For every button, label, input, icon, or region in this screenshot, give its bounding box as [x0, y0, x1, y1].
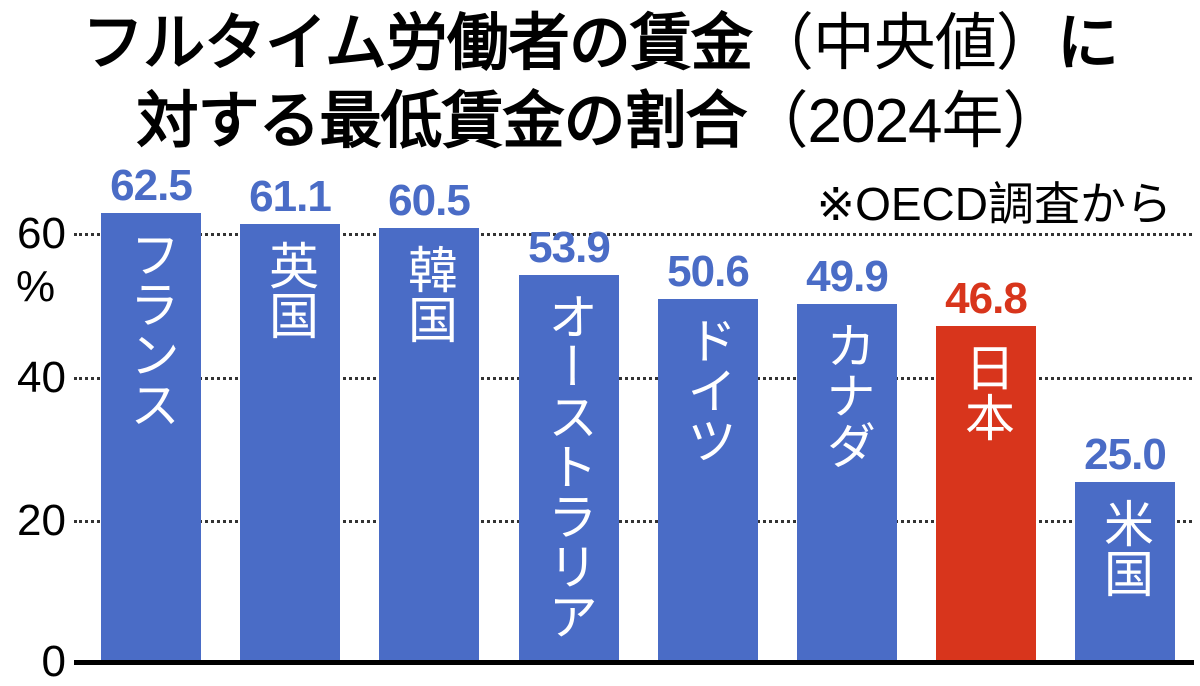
title-tail: に — [1056, 6, 1119, 79]
ytick-0: 0 — [41, 637, 66, 686]
bar-label: 米国 — [1096, 498, 1154, 598]
bar-value: 50.6 — [667, 247, 750, 296]
bar-label: 韓国 — [400, 244, 458, 344]
ytick-20: 20 — [17, 496, 66, 545]
bar-label: ドイツ — [679, 315, 737, 465]
bar: 韓国 — [379, 228, 479, 661]
bar: オーストラリア — [519, 275, 619, 661]
title-text: 対する最低賃金の割合 — [136, 84, 748, 157]
bar: 英国 — [240, 224, 340, 661]
title-text: フルタイム労働者の賃金 — [82, 6, 753, 79]
bar: 日本 — [936, 326, 1036, 661]
ytick-60: 60 — [17, 209, 66, 258]
gridline-20 — [74, 520, 1192, 523]
bar-value: 60.5 — [388, 176, 471, 225]
bar-label: 英国 — [261, 240, 319, 340]
bar-value: 46.8 — [945, 274, 1028, 323]
bar-value: 62.5 — [110, 161, 193, 210]
bar-value: 25.0 — [1084, 430, 1167, 479]
bar-label: フランス — [122, 229, 180, 429]
gridline-40 — [74, 377, 1192, 380]
x-axis-line — [74, 660, 1194, 665]
bar-label: オーストラリア — [540, 291, 598, 641]
bar-value: 53.9 — [528, 223, 611, 272]
bar-label: カナダ — [818, 320, 876, 470]
title-paren: （中央値） — [751, 9, 1058, 78]
bar: 米国 — [1075, 482, 1175, 661]
bar-value: 61.1 — [249, 172, 332, 221]
y-unit: % — [16, 262, 56, 311]
source-note: ※OECD調査から — [816, 178, 1172, 230]
bar: カナダ — [797, 304, 897, 661]
bar: ドイツ — [658, 299, 758, 661]
bar-value: 49.9 — [806, 252, 889, 301]
ytick-40: 40 — [17, 353, 66, 402]
bar-label: 日本 — [957, 342, 1015, 442]
chart-title-line2: 対する最低賃金の割合（2024年） — [0, 86, 1200, 157]
title-year: （2024年） — [746, 87, 1065, 156]
bar: フランス — [101, 213, 201, 661]
chart-title-line1: フルタイム労働者の賃金（中央値）に — [0, 8, 1200, 79]
gridline-60 — [74, 233, 1192, 236]
